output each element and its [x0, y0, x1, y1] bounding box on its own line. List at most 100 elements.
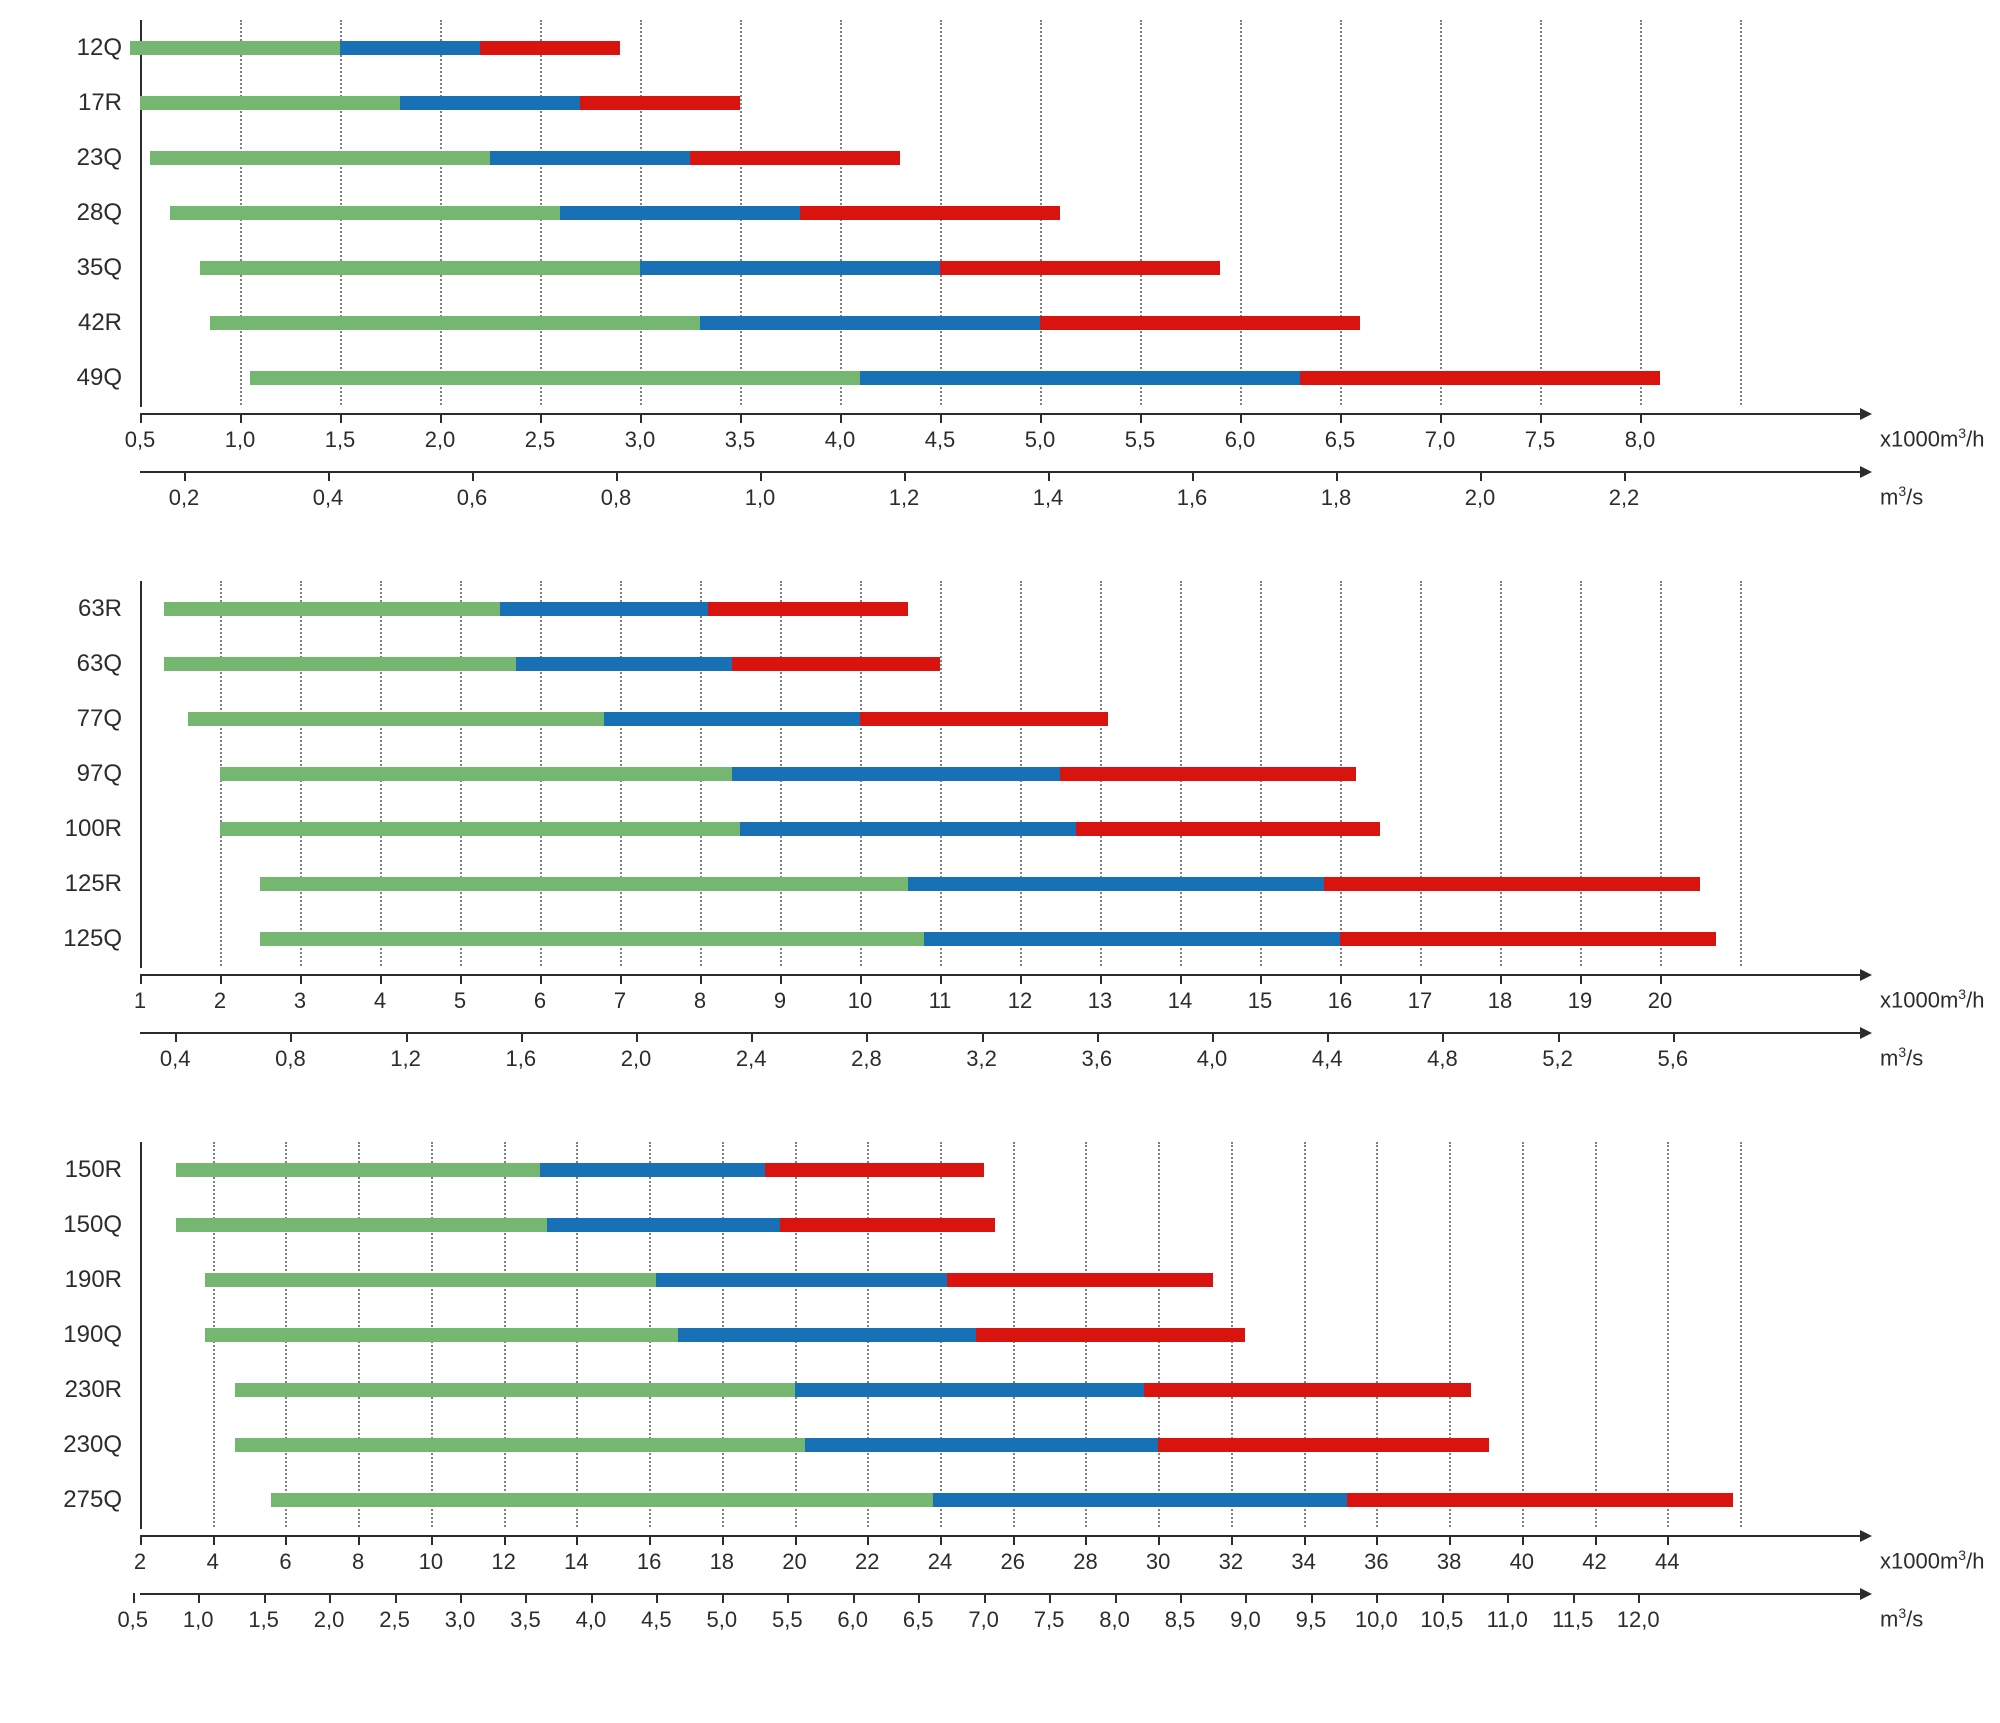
segment-red	[1347, 1493, 1732, 1507]
axis-tick	[198, 1593, 200, 1603]
segment-blue	[656, 1273, 947, 1287]
axis-tick	[213, 1535, 215, 1545]
axis-tick	[640, 413, 642, 423]
axis-tick	[440, 413, 442, 423]
segment-blue	[400, 96, 580, 110]
axis-tick	[240, 413, 242, 423]
axis-tick	[1327, 1032, 1329, 1042]
segment-green	[260, 877, 908, 891]
axis-tick-label: 9	[774, 988, 786, 1014]
segment-blue	[860, 371, 1300, 385]
axis-tick-label: 3,2	[966, 1046, 997, 1072]
axis-tick	[328, 471, 330, 481]
x-axis-secondary: 0,20,40,60,81,01,21,41,61,82,02,2m3/s	[140, 471, 1980, 521]
segment-red	[690, 151, 900, 165]
range-row: 100R	[140, 801, 1980, 856]
row-label: 100R	[20, 815, 122, 843]
range-bar	[205, 1273, 1212, 1287]
axis-tick	[460, 974, 462, 984]
axis-tick-label: 0,8	[601, 485, 632, 511]
axis-tick	[700, 974, 702, 984]
axis-tick-label: 4	[207, 1549, 219, 1575]
range-row: 42R	[140, 295, 1980, 350]
axis-tick-label: 1,4	[1033, 485, 1064, 511]
x-axis-primary: 1234567891011121314151617181920x1000m3/h	[140, 974, 1980, 1024]
rows-area: 63R63Q77Q97Q100R125R125Q	[20, 581, 1980, 966]
range-row: 275Q	[140, 1472, 1980, 1527]
segment-green	[210, 316, 700, 330]
segment-green	[164, 602, 500, 616]
bar-track	[140, 1472, 1980, 1527]
segment-green	[188, 712, 604, 726]
segment-green	[235, 1438, 806, 1452]
row-label: 230Q	[20, 1431, 122, 1459]
axis-tick	[1158, 1535, 1160, 1545]
axis-tick	[1522, 1535, 1524, 1545]
axis-arrow-icon	[1860, 408, 1872, 420]
bar-track	[140, 636, 1980, 691]
segment-red	[1040, 316, 1360, 330]
axis-tick	[1595, 1535, 1597, 1545]
axis-tick	[133, 1593, 135, 1603]
axis-tick	[1420, 974, 1422, 984]
axis-tick	[1085, 1535, 1087, 1545]
bar-track	[140, 911, 1980, 966]
row-label: 125Q	[20, 925, 122, 953]
axis-tick-label: 19	[1568, 988, 1592, 1014]
axis-tick	[1640, 413, 1642, 423]
row-label: 63R	[20, 595, 122, 623]
segment-green	[260, 932, 924, 946]
segment-red	[1144, 1383, 1471, 1397]
bar-track	[140, 20, 1980, 75]
axis-tick	[1240, 413, 1242, 423]
axis-tick-label: 6,5	[1325, 427, 1356, 453]
axis-tick	[525, 1593, 527, 1603]
segment-blue	[732, 767, 1060, 781]
axis-tick-label: 3	[294, 988, 306, 1014]
axis-unit-label: m3/s	[1880, 483, 1923, 510]
axis-tick-label: 2,8	[851, 1046, 882, 1072]
axis-tick	[1115, 1593, 1117, 1603]
axis-tick	[722, 1593, 724, 1603]
axis-tick	[1442, 1593, 1444, 1603]
axis-tick	[1340, 974, 1342, 984]
axis-tick	[290, 1032, 292, 1042]
x-axis-primary: 0,51,01,52,02,53,03,54,04,55,05,56,06,57…	[140, 413, 1980, 463]
range-row: 35Q	[140, 240, 1980, 295]
axis-tick-label: 4	[374, 988, 386, 1014]
axis-tick-label: 6,0	[1225, 427, 1256, 453]
axis-tick	[1376, 1593, 1378, 1603]
segment-blue	[908, 877, 1324, 891]
axis-unit-label: x1000m3/h	[1880, 986, 1984, 1013]
segment-red	[860, 712, 1108, 726]
axis-tick	[1667, 1535, 1669, 1545]
axis-tick-label: 5,0	[1025, 427, 1056, 453]
axis-tick	[940, 1535, 942, 1545]
axis-tick	[140, 974, 142, 984]
range-bar	[220, 767, 1356, 781]
segment-green	[220, 822, 740, 836]
segment-red	[480, 41, 620, 55]
axis-line	[140, 1535, 1860, 1537]
row-label: 77Q	[20, 705, 122, 733]
axis-tick	[751, 1032, 753, 1042]
axis-tick	[1212, 1032, 1214, 1042]
axis-tick-label: 7,0	[1425, 427, 1456, 453]
axis-tick	[1440, 413, 1442, 423]
axis-tick	[460, 1593, 462, 1603]
axis-tick-label: 16	[1328, 988, 1352, 1014]
bar-track	[140, 1417, 1980, 1472]
axis-line	[140, 1593, 1860, 1595]
range-row: 97Q	[140, 746, 1980, 801]
axis-tick-label: 3,0	[625, 427, 656, 453]
axis-tick	[918, 1593, 920, 1603]
bar-track	[140, 1307, 1980, 1362]
range-bar	[271, 1493, 1733, 1507]
axis-tick	[521, 1032, 523, 1042]
range-bar	[150, 151, 900, 165]
segment-blue	[805, 1438, 1158, 1452]
segment-blue	[540, 1163, 765, 1177]
axis-tick-label: 16	[637, 1549, 661, 1575]
axis-tick	[616, 471, 618, 481]
segment-red	[976, 1328, 1245, 1342]
